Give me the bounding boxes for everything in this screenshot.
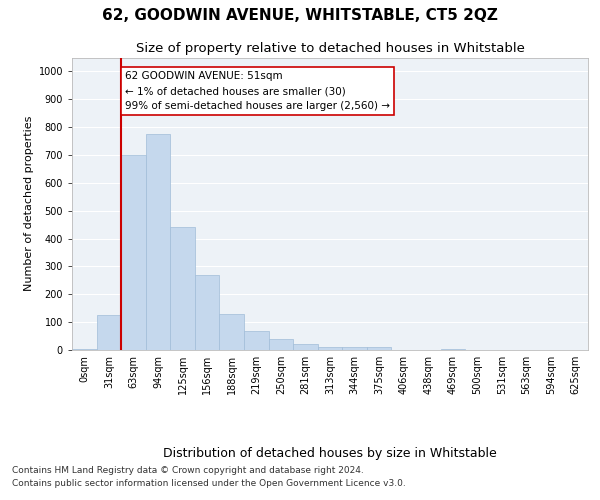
Bar bbox=[170, 228, 195, 350]
Bar bbox=[342, 347, 367, 350]
Y-axis label: Number of detached properties: Number of detached properties bbox=[25, 116, 34, 292]
Bar bbox=[293, 344, 318, 350]
X-axis label: Distribution of detached houses by size in Whitstable: Distribution of detached houses by size … bbox=[163, 447, 497, 460]
Bar bbox=[195, 275, 220, 350]
Bar bbox=[97, 315, 121, 350]
Bar bbox=[72, 348, 97, 350]
Bar bbox=[220, 314, 244, 350]
Bar bbox=[146, 134, 170, 350]
Bar bbox=[440, 348, 465, 350]
Bar bbox=[269, 340, 293, 350]
Bar bbox=[367, 347, 391, 350]
Text: Contains HM Land Registry data © Crown copyright and database right 2024.
Contai: Contains HM Land Registry data © Crown c… bbox=[12, 466, 406, 487]
Bar bbox=[121, 155, 146, 350]
Bar bbox=[244, 330, 269, 350]
Text: 62 GOODWIN AVENUE: 51sqm
← 1% of detached houses are smaller (30)
99% of semi-de: 62 GOODWIN AVENUE: 51sqm ← 1% of detache… bbox=[125, 72, 390, 111]
Bar bbox=[318, 347, 342, 350]
Text: 62, GOODWIN AVENUE, WHITSTABLE, CT5 2QZ: 62, GOODWIN AVENUE, WHITSTABLE, CT5 2QZ bbox=[102, 8, 498, 22]
Title: Size of property relative to detached houses in Whitstable: Size of property relative to detached ho… bbox=[136, 42, 524, 55]
